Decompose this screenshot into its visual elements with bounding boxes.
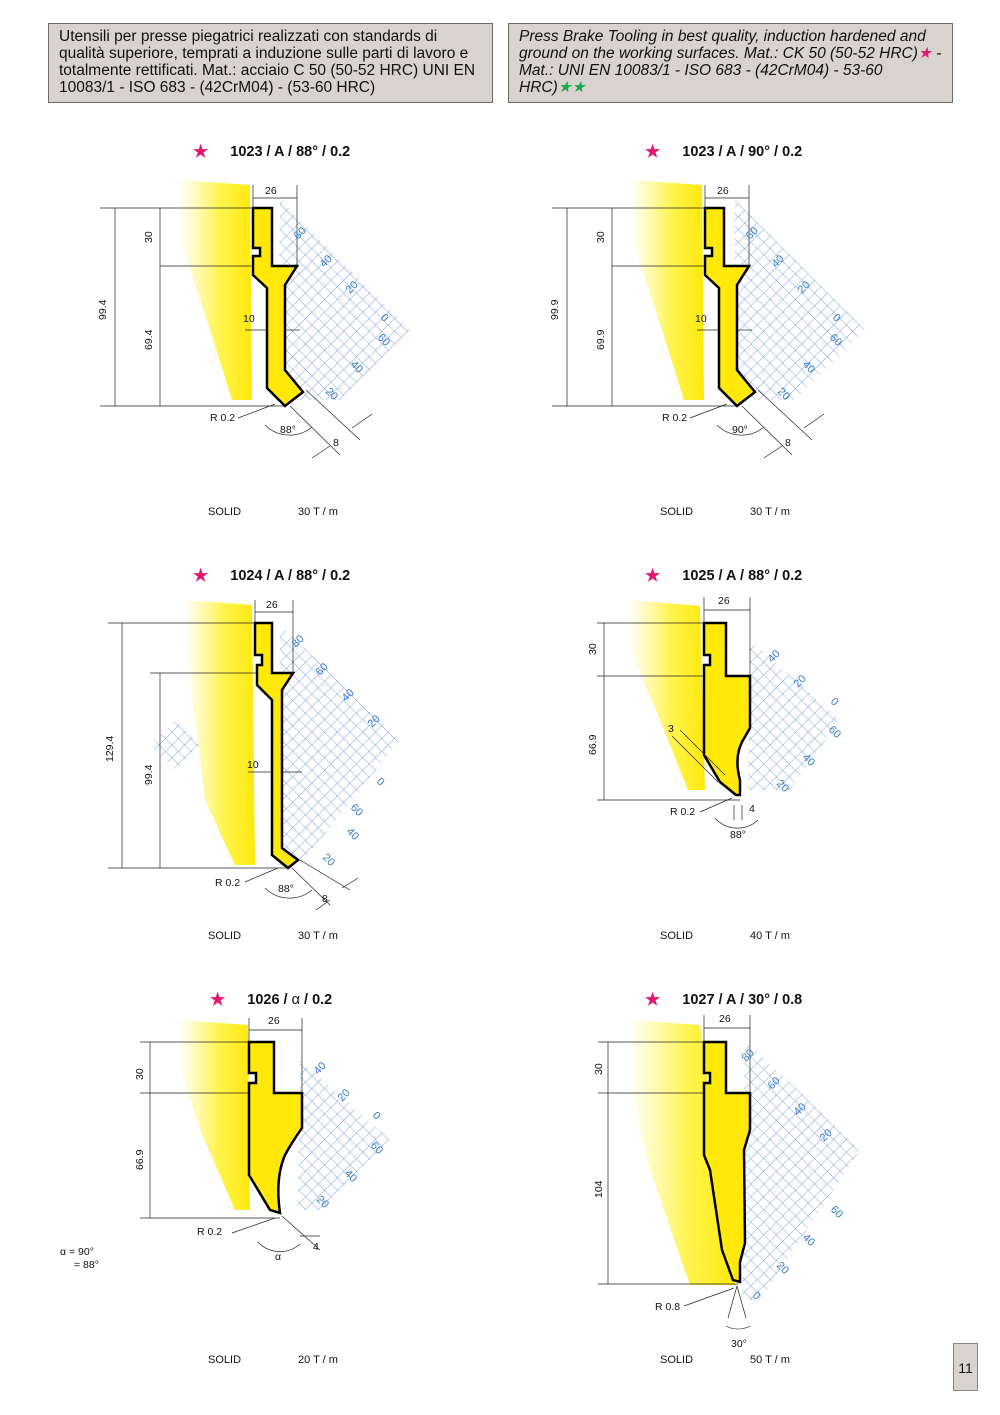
- tool-type: SOLID: [660, 930, 694, 942]
- svg-text:10: 10: [247, 759, 259, 771]
- svg-text:26: 26: [265, 185, 277, 197]
- svg-text:26: 26: [268, 1015, 280, 1027]
- header-italian-text: Utensili per presse piegatrici realizzat…: [59, 28, 476, 96]
- tool-drawing-1027: 26 30 104 R 0.8 30° 80 60 40 20 60 40 20…: [593, 1013, 860, 1350]
- svg-text:3: 3: [668, 723, 674, 735]
- svg-text:66.9: 66.9: [134, 1149, 146, 1170]
- tool-drawing-1025: 26 30 66.9 3 R 0.2 88° 4 40 20 0 60 40 2…: [587, 595, 843, 841]
- svg-text:R 0.8: R 0.8: [655, 1301, 680, 1313]
- star-icon: ★: [210, 990, 226, 1009]
- header-italian: Utensili per presse piegatrici realizzat…: [48, 23, 493, 103]
- svg-text:8: 8: [322, 893, 328, 905]
- tool-type: SOLID: [660, 506, 694, 518]
- svg-text:88°: 88°: [278, 883, 294, 895]
- svg-text:20: 20: [320, 852, 337, 869]
- header-english-text-1: Press Brake Tooling in best quality, ind…: [519, 28, 926, 62]
- svg-text:40: 40: [344, 826, 361, 843]
- svg-text:30: 30: [134, 1068, 146, 1080]
- svg-text:66.9: 66.9: [587, 734, 599, 755]
- tool-title-1024: ★ 1024 / A / 88° / 0.2: [193, 566, 351, 585]
- star-icon: ★: [645, 566, 661, 585]
- tool-title-1023-88: ★ 1023 / A / 88° / 0.2: [193, 142, 351, 161]
- tool-title-1026: ★ 1026 / α / 0.2: [210, 990, 333, 1009]
- svg-text:90°: 90°: [732, 424, 748, 436]
- svg-text:99.4: 99.4: [143, 764, 155, 785]
- svg-text:30: 30: [143, 231, 155, 243]
- tool-load: 30 T / m: [298, 506, 338, 518]
- star-icon: ★: [193, 566, 209, 585]
- svg-text:30: 30: [587, 643, 599, 655]
- svg-text:104: 104: [593, 1180, 605, 1198]
- svg-text:26: 26: [719, 1013, 731, 1025]
- tool-load: 40 T / m: [750, 930, 790, 942]
- svg-text:30: 30: [595, 231, 607, 243]
- svg-text:88°: 88°: [280, 424, 296, 436]
- tool-load: 50 T / m: [750, 1354, 790, 1366]
- svg-text:60: 60: [348, 802, 365, 819]
- star-icon: ★: [917, 45, 932, 62]
- tool-type: SOLID: [660, 1354, 694, 1366]
- svg-text:α: α: [275, 1251, 281, 1263]
- svg-text:99.9: 99.9: [549, 299, 561, 320]
- tool-drawing-1023-90: 26 30 99.9 69.9 10 R 0.2 90° 8 60 40 20 …: [549, 180, 865, 459]
- svg-text:R 0.2: R 0.2: [215, 877, 240, 889]
- double-star-icon: ★★: [557, 79, 586, 96]
- svg-text:129.4: 129.4: [104, 736, 116, 762]
- tool-type: SOLID: [208, 506, 242, 518]
- svg-text:4: 4: [749, 803, 755, 815]
- svg-text:10: 10: [695, 313, 707, 325]
- svg-text:30: 30: [593, 1063, 605, 1075]
- star-icon: ★: [645, 990, 661, 1009]
- tool-title-1027: ★ 1027 / A / 30° / 0.8: [645, 990, 803, 1009]
- svg-text:69.4: 69.4: [143, 329, 155, 350]
- svg-text:99.4: 99.4: [97, 299, 109, 320]
- tool-drawing-1024: 26 129.4 99.4 10 R 0.2 88° 8 80 60 40 20…: [104, 599, 400, 911]
- svg-text:10: 10: [243, 313, 255, 325]
- star-icon: ★: [645, 142, 661, 161]
- svg-text:26: 26: [718, 595, 730, 607]
- svg-text:26: 26: [266, 599, 278, 611]
- tool-load: 30 T / m: [298, 930, 338, 942]
- svg-text:8: 8: [785, 437, 791, 449]
- svg-text:0: 0: [370, 1110, 383, 1123]
- svg-text:R 0.2: R 0.2: [670, 806, 695, 818]
- svg-text:0: 0: [374, 776, 387, 789]
- header-english-text-2: - Mat.: UNI EN 10083/1 - ISO 683 - (42Cr…: [519, 45, 942, 96]
- star-icon: ★: [193, 142, 209, 161]
- svg-text:88°: 88°: [730, 829, 746, 841]
- svg-text:R 0.2: R 0.2: [197, 1226, 222, 1238]
- tool-type: SOLID: [208, 930, 242, 942]
- tool-load: 20 T / m: [298, 1354, 338, 1366]
- svg-text:R 0.2: R 0.2: [210, 412, 235, 424]
- tool-load: 30 T / m: [750, 506, 790, 518]
- tool-type: SOLID: [208, 1354, 242, 1366]
- svg-text:60: 60: [828, 1204, 845, 1221]
- svg-text:4: 4: [313, 1241, 319, 1253]
- tool-title-1023-90: ★ 1023 / A / 90° / 0.2: [645, 142, 803, 161]
- tool-drawing-1026: 26 30 66.9 R 0.2 α 4 40 20 0 60 40 20: [134, 1015, 390, 1263]
- tool-drawing-1023-88: 26 30 99.4 69.4 10 R 0.2 88° 8 60 40 20 …: [97, 180, 410, 459]
- svg-text:30°: 30°: [731, 1338, 747, 1350]
- svg-text:0: 0: [828, 696, 841, 709]
- svg-text:69.9: 69.9: [595, 329, 607, 350]
- page-number: 11: [953, 1343, 978, 1391]
- svg-text:R 0.2: R 0.2: [662, 412, 687, 424]
- svg-text:8: 8: [333, 437, 339, 449]
- svg-text:26: 26: [717, 185, 729, 197]
- header-english: Press Brake Tooling in best quality, ind…: [508, 23, 953, 103]
- tool-title-1025: ★ 1025 / A / 88° / 0.2: [645, 566, 803, 585]
- alpha-note: α = 90° = 88°: [60, 1246, 99, 1271]
